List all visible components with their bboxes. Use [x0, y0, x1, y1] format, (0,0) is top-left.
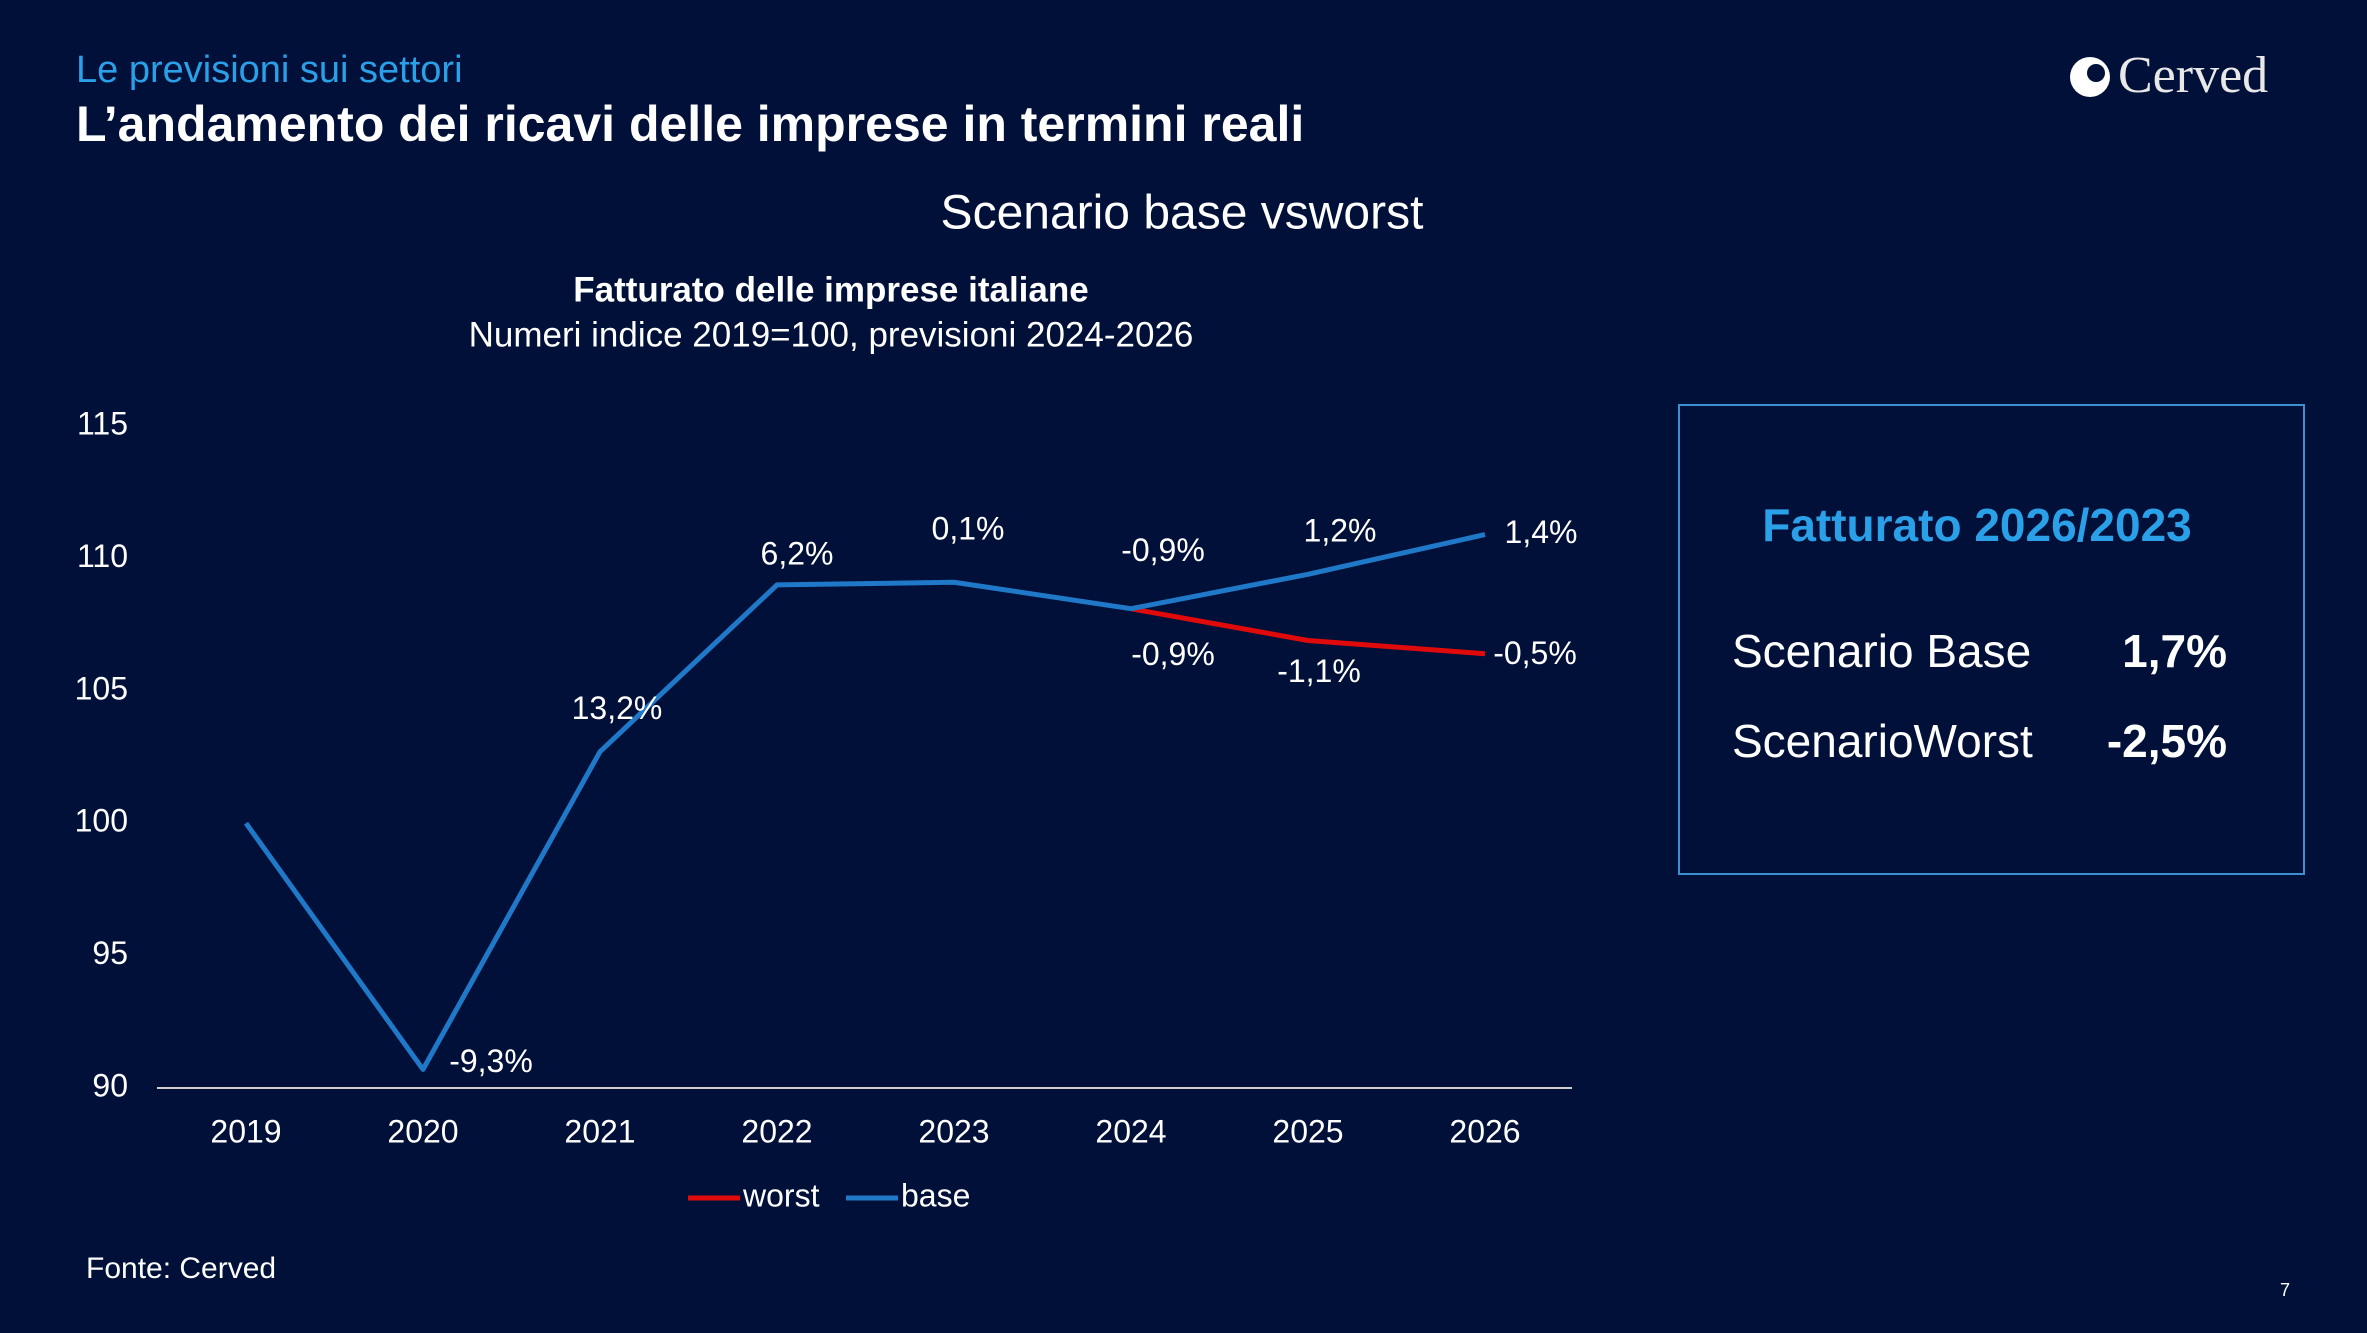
y-tick-label: 100 — [75, 803, 128, 839]
y-tick-label: 105 — [75, 670, 128, 706]
x-tick-label: 2020 — [387, 1113, 458, 1149]
x-tick-label: 2026 — [1449, 1113, 1520, 1149]
y-tick-label: 110 — [77, 538, 128, 574]
summary-title: Fatturato 2026/2023 — [1762, 499, 2192, 551]
change-label: 13,2% — [572, 690, 663, 726]
change-label: 1,2% — [1304, 513, 1377, 549]
legend-label: worst — [742, 1177, 820, 1213]
change-label: -0,5% — [1493, 635, 1577, 671]
change-label: -1,1% — [1277, 653, 1361, 689]
slide-title: L’andamento dei ricavi delle imprese in … — [76, 96, 1304, 152]
summary-box — [1678, 404, 2305, 875]
change-label: -9,3% — [449, 1043, 533, 1079]
change-label: -0,9% — [1131, 636, 1215, 672]
x-tick-label: 2021 — [564, 1113, 635, 1149]
change-label: -0,9% — [1121, 532, 1205, 568]
x-tick-label: 2023 — [918, 1113, 989, 1149]
x-tick-label: 2025 — [1272, 1113, 1343, 1149]
x-tick-label: 2019 — [210, 1113, 281, 1149]
summary-label: ScenarioWorst — [1732, 715, 2033, 767]
logo-icon — [2087, 64, 2105, 82]
y-tick-label: 95 — [92, 935, 128, 971]
y-tick-label: 115 — [77, 405, 128, 441]
plot: 90 95 100 105 110 115 2019 2020 2021 2022 2023 2024… — [75, 405, 1578, 1213]
summary-value: 1,7% — [2122, 625, 2227, 677]
section-title: Scenario base vsworst — [941, 187, 1424, 240]
chart-title: Fatturato delle imprese italiane — [573, 270, 1088, 309]
logo: Cerved — [2070, 47, 2268, 104]
change-label: 1,4% — [1505, 514, 1578, 550]
x-tick-label: 2022 — [741, 1113, 812, 1149]
change-label: 0,1% — [932, 511, 1005, 547]
logo-text: Cerved — [2118, 47, 2268, 104]
summary-label: Scenario Base — [1732, 625, 2031, 677]
change-label: 6,2% — [761, 535, 834, 571]
summary-value: -2,5% — [2107, 715, 2227, 767]
page-number: 7 — [2280, 1280, 2290, 1300]
chart-subtitle: Numeri indice 2019=100, previsioni 2024-… — [469, 315, 1194, 354]
line-worst — [1130, 606, 1486, 657]
source: Fonte: Cerved — [86, 1252, 276, 1285]
legend-label: base — [901, 1177, 970, 1213]
line-base — [243, 532, 1486, 1072]
kicker: Le previsioni sui settori — [76, 49, 463, 91]
x-tick-label: 2024 — [1095, 1113, 1166, 1149]
y-tick-label: 90 — [92, 1067, 128, 1103]
